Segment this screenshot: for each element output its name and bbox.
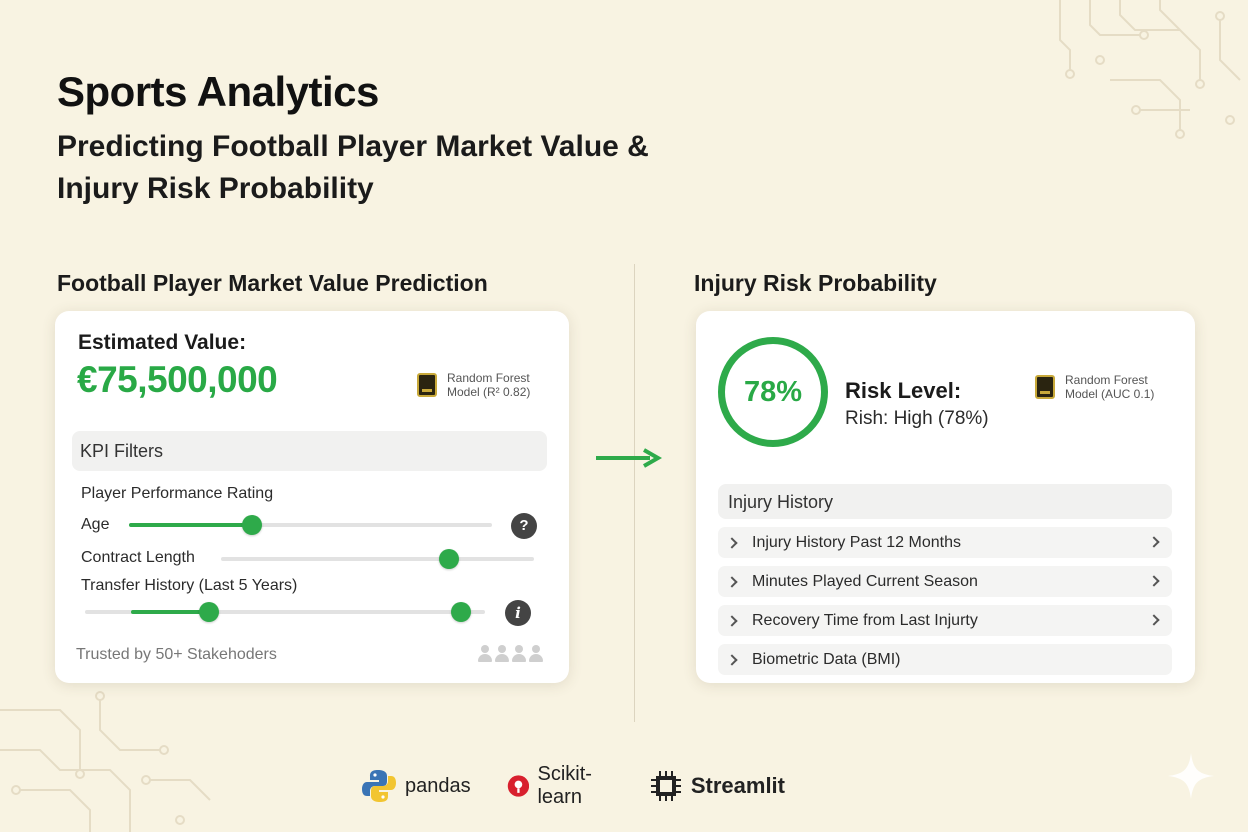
- chevron-right-icon: [1148, 575, 1160, 587]
- scikit-learn-logo: Scikit-learn: [507, 763, 613, 809]
- stakeholder-avatars: [478, 645, 543, 662]
- list-item-label: Recovery Time from Last Injurty: [752, 611, 978, 629]
- model-name: Random Forest: [447, 371, 530, 385]
- trusted-by-text: Trusted by 50+ Stakehoders: [76, 646, 277, 663]
- chevron-right-icon: [1148, 536, 1160, 548]
- chevron-right-icon: [726, 653, 738, 666]
- chip-icon: [1035, 375, 1055, 399]
- model-score: Model (AUC 0.1): [1065, 387, 1155, 401]
- help-icon[interactable]: ?: [511, 513, 537, 539]
- arrow-right-icon: [596, 448, 662, 468]
- avatar-icon: [512, 645, 526, 662]
- chip-icon: [417, 373, 437, 397]
- chevron-right-icon: [726, 614, 738, 627]
- avatar-icon: [478, 645, 492, 662]
- transfer-history-slider-low-handle[interactable]: [199, 602, 219, 622]
- scikit-learn-label: Scikit-learn: [537, 763, 592, 808]
- circuit-decoration-top-right: [1059, 0, 1241, 139]
- sparkle-icon: [1168, 753, 1214, 799]
- risk-level-label: Risk Level:: [845, 378, 962, 403]
- list-item[interactable]: Recovery Time from Last Injurty: [718, 605, 1172, 636]
- contract-length-slider-handle[interactable]: [439, 549, 460, 569]
- model-badge: Random Forest Model (AUC 0.1): [1035, 373, 1154, 401]
- performance-rating-label: Player Performance Rating: [81, 485, 274, 502]
- transfer-history-label: Transfer History (Last 5 Years): [81, 577, 298, 594]
- transfer-history-slider[interactable]: [85, 602, 485, 622]
- chevron-right-icon: [726, 575, 738, 588]
- estimated-value-label: Estimated Value:: [78, 331, 247, 354]
- market-value-card: Estimated Value: €75,500,000 Random Fore…: [55, 311, 569, 683]
- streamlit-chip-icon: [650, 771, 681, 801]
- page-subtitle: Predicting Football Player Market Value …: [57, 130, 649, 205]
- pandas-logo: pandas: [361, 768, 471, 804]
- tech-stack-logos: pandas Scikit-learn Streamlit: [361, 763, 821, 809]
- transfer-history-slider-high-handle[interactable]: [451, 602, 471, 622]
- risk-gauge: 78%: [718, 337, 828, 447]
- list-item[interactable]: Injury History Past 12 Months: [718, 527, 1172, 558]
- list-item-label: Biometric Data (BMI): [752, 650, 901, 668]
- list-item[interactable]: Biometric Data (BMI): [718, 644, 1172, 675]
- list-item[interactable]: Minutes Played Current Season: [718, 566, 1172, 597]
- contract-length-slider[interactable]: [221, 549, 534, 569]
- injury-risk-section-title: Injury Risk Probability: [694, 270, 937, 296]
- injury-risk-card: 78% Risk Level: Rish: High (78%) Random …: [696, 311, 1195, 683]
- kpi-filters-header: KPI Filters: [72, 431, 547, 471]
- python-logo-icon: [362, 770, 396, 802]
- chevron-right-icon: [726, 536, 738, 549]
- circuit-decoration-bottom-left: [0, 691, 211, 832]
- contract-length-label: Contract Length: [81, 549, 195, 566]
- avatar-icon: [529, 645, 543, 662]
- streamlit-logo: Streamlit: [649, 769, 785, 803]
- injury-history-header: Injury History: [718, 484, 1172, 519]
- chevron-right-icon: [1148, 614, 1160, 626]
- info-icon[interactable]: i: [505, 600, 531, 626]
- model-name: Random Forest: [1065, 373, 1148, 387]
- model-score: Model (R² 0.82): [447, 385, 531, 399]
- estimated-value: €75,500,000: [77, 359, 278, 400]
- age-label: Age: [81, 516, 110, 533]
- section-divider: [634, 264, 635, 722]
- scikit-learn-logo-icon: [507, 775, 529, 797]
- list-item-label: Injury History Past 12 Months: [752, 533, 961, 551]
- avatar-icon: [495, 645, 509, 662]
- page-title: Sports Analytics: [57, 68, 379, 115]
- pandas-label: pandas: [405, 774, 471, 797]
- risk-level-value: Rish: High (78%): [845, 408, 989, 429]
- age-slider-handle[interactable]: [242, 515, 263, 535]
- list-item-label: Minutes Played Current Season: [752, 572, 978, 590]
- age-slider[interactable]: [129, 515, 492, 535]
- market-value-section-title: Football Player Market Value Prediction: [57, 270, 488, 296]
- streamlit-label: Streamlit: [690, 773, 785, 798]
- model-badge: Random Forest Model (R² 0.82): [417, 371, 530, 399]
